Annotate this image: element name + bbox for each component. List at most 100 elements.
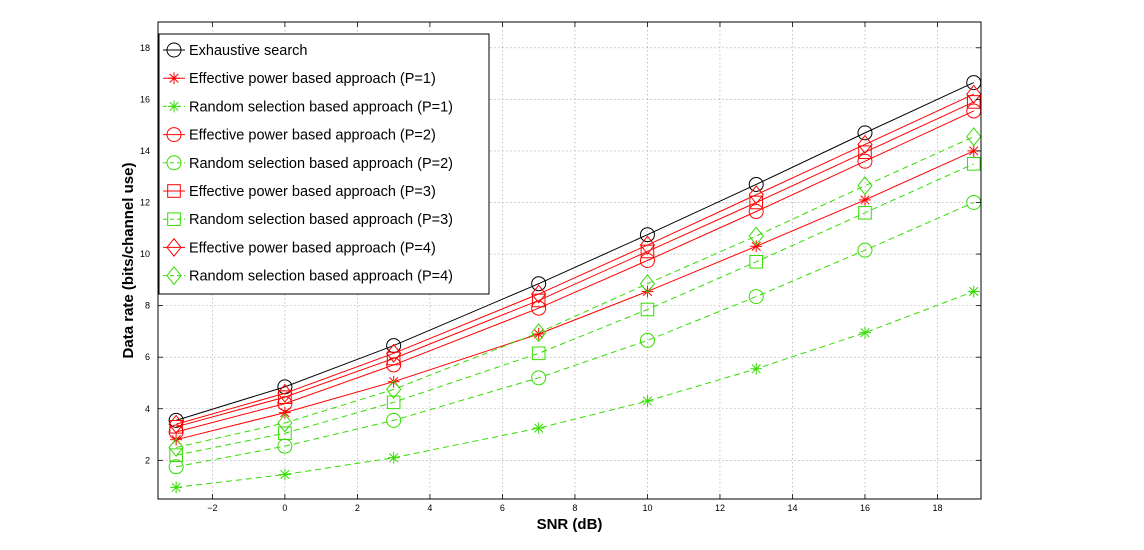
legend-label: Random selection based approach (P=2) bbox=[189, 156, 453, 172]
y-tick-label: 4 bbox=[145, 404, 150, 414]
x-tick-label: 2 bbox=[355, 503, 360, 513]
square-marker bbox=[386, 395, 401, 410]
legend-entry: Effective power based approach (P=2) bbox=[163, 127, 436, 144]
square-marker bbox=[966, 95, 981, 109]
diamond-marker bbox=[639, 274, 656, 294]
circle-marker bbox=[639, 332, 655, 348]
circle-marker bbox=[748, 289, 764, 305]
plot-frame bbox=[157, 21, 982, 500]
x-tick-label: 0 bbox=[282, 503, 287, 513]
x-tick-label: 16 bbox=[860, 503, 870, 513]
diamond-marker bbox=[748, 226, 764, 246]
square-marker bbox=[169, 448, 183, 462]
circle-marker bbox=[166, 42, 182, 58]
series-line bbox=[176, 163, 974, 456]
asterisk-marker bbox=[750, 362, 763, 375]
legend-entry: Random selection based approach (P=2) bbox=[163, 155, 453, 172]
legend-label: Effective power based approach (P=4) bbox=[189, 240, 436, 256]
diamond-marker bbox=[168, 414, 184, 434]
diamond-marker bbox=[531, 284, 547, 304]
diamond-marker bbox=[857, 176, 873, 196]
y-axis-label: Data rate (bits/channel use) bbox=[120, 163, 137, 359]
diamond-marker bbox=[166, 266, 182, 286]
square-marker bbox=[749, 254, 764, 269]
asterisk-marker bbox=[168, 100, 180, 113]
y-tick-label: 16 bbox=[140, 94, 150, 104]
legend-label: Random selection based approach (P=3) bbox=[189, 212, 453, 228]
circle-marker bbox=[857, 242, 873, 258]
y-tick-label: 12 bbox=[140, 197, 150, 207]
square-marker bbox=[167, 184, 181, 198]
asterisk-marker bbox=[170, 481, 183, 494]
legend-entry: Effective power based approach (P=3) bbox=[163, 184, 436, 200]
x-tick-label: 14 bbox=[787, 503, 797, 513]
asterisk-marker bbox=[278, 406, 291, 419]
series-8 bbox=[168, 84, 982, 434]
diamond-marker bbox=[531, 323, 547, 343]
asterisk-marker bbox=[750, 240, 763, 253]
circle-marker bbox=[857, 125, 873, 141]
diamond-marker bbox=[166, 237, 182, 257]
asterisk-marker bbox=[967, 285, 980, 298]
diamond-marker bbox=[277, 413, 293, 433]
diamond-marker bbox=[168, 437, 184, 457]
x-tick-label: 6 bbox=[500, 503, 505, 513]
diamond-marker bbox=[966, 84, 982, 104]
ticks: −2 0 2 4 6 8 10 12 14 16 18 2 4 6 8 10 12 14 16 18 bbox=[140, 22, 981, 513]
series-layer bbox=[168, 75, 982, 494]
square-marker bbox=[749, 195, 764, 210]
circle-marker bbox=[166, 127, 182, 143]
legend-entry: Random selection based approach (P=1) bbox=[163, 99, 453, 115]
series-line bbox=[175, 101, 974, 428]
square-marker bbox=[858, 206, 872, 220]
square-marker bbox=[858, 145, 872, 160]
square-marker bbox=[531, 346, 546, 361]
circle-marker bbox=[277, 396, 293, 412]
legend-entry: Random selection based approach (P=3) bbox=[163, 212, 453, 228]
legend-entry: Effective power based approach (P=4) bbox=[163, 237, 436, 257]
circle-marker bbox=[386, 357, 402, 373]
series-5 bbox=[168, 194, 982, 475]
legend-label: Random selection based approach (P=4) bbox=[189, 269, 453, 285]
legend-label: Effective power based approach (P=3) bbox=[189, 184, 436, 200]
diamond-marker bbox=[639, 235, 656, 255]
x-tick-label: 8 bbox=[572, 503, 577, 513]
y-tick-label: 14 bbox=[140, 146, 150, 156]
series-9 bbox=[168, 127, 982, 457]
legend-label: Effective power based approach (P=2) bbox=[189, 128, 436, 144]
diamond-marker bbox=[966, 127, 982, 147]
asterisk-marker bbox=[387, 451, 400, 464]
series-line bbox=[176, 290, 974, 488]
diamond-marker bbox=[277, 383, 293, 403]
square-marker bbox=[386, 351, 401, 366]
y-tick-label: 8 bbox=[145, 301, 150, 311]
asterisk-marker bbox=[641, 395, 654, 407]
asterisk-marker bbox=[168, 72, 180, 85]
series-line bbox=[176, 202, 974, 468]
legend-entry: Random selection based approach (P=4) bbox=[163, 266, 453, 286]
circle-marker bbox=[639, 227, 655, 243]
legend-label: Exhaustive search bbox=[189, 43, 307, 59]
x-axis-label: SNR (dB) bbox=[537, 516, 603, 533]
series-line bbox=[175, 93, 974, 425]
x-tick-label: 12 bbox=[715, 503, 725, 513]
square-marker bbox=[278, 426, 292, 441]
circle-marker bbox=[168, 459, 184, 475]
series-line bbox=[175, 82, 974, 421]
circle-marker bbox=[531, 370, 547, 386]
circle-marker bbox=[748, 204, 764, 220]
legend-label: Effective power based approach (P=1) bbox=[189, 71, 436, 87]
x-tick-label: 4 bbox=[427, 503, 432, 513]
x-tick-label: 18 bbox=[932, 503, 942, 513]
series-2 bbox=[170, 144, 980, 446]
series-7 bbox=[169, 157, 981, 462]
circle-marker bbox=[168, 412, 184, 428]
asterisk-marker bbox=[278, 468, 291, 481]
square-marker bbox=[167, 212, 181, 226]
series-4 bbox=[168, 103, 982, 440]
legend-label: Random selection based approach (P=1) bbox=[189, 99, 453, 115]
legend-box bbox=[158, 33, 490, 295]
circle-marker bbox=[857, 153, 873, 169]
y-tick-label: 2 bbox=[145, 455, 150, 465]
